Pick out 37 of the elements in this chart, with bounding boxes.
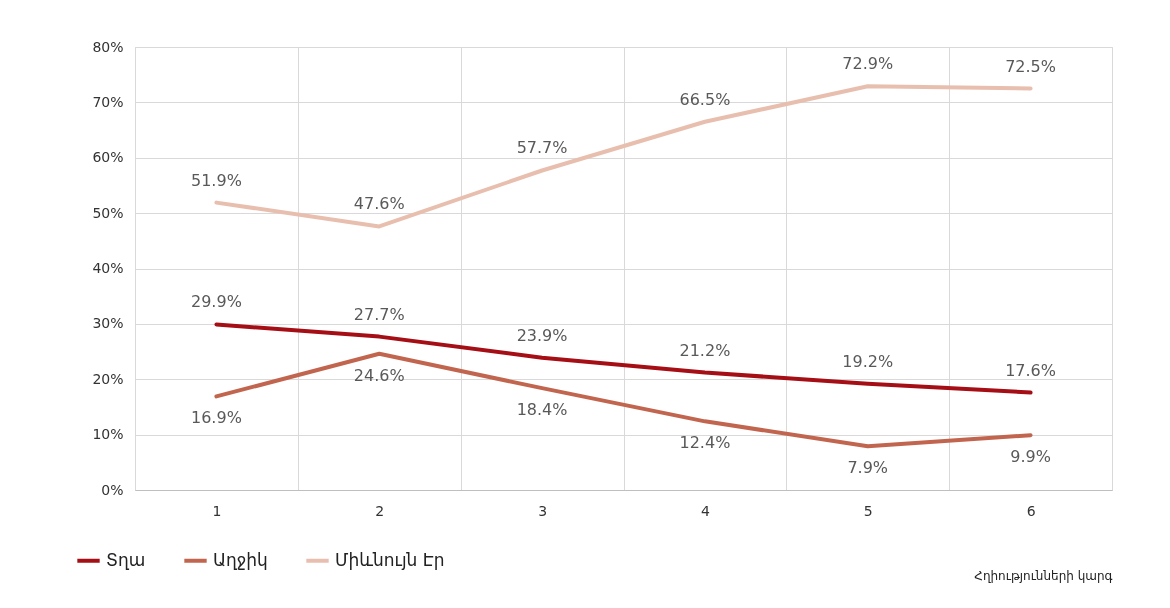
data-label: 72.9% — [842, 54, 894, 74]
data-label: 19.2% — [842, 351, 894, 371]
data-label: 16.9% — [191, 408, 242, 428]
y-tick-label: 70% — [92, 93, 124, 110]
data-label: 9.9% — [1010, 447, 1051, 467]
x-tick-label: 2 — [375, 502, 385, 519]
y-tick-label: 30% — [92, 315, 124, 332]
y-tick-label: 10% — [92, 426, 124, 443]
data-label: 47.6% — [353, 194, 405, 214]
x-tick-label: 6 — [1026, 502, 1036, 519]
y-tick-label: 50% — [92, 204, 124, 221]
data-label: 29.9% — [191, 292, 242, 312]
y-tick-label: 40% — [92, 260, 124, 276]
data-label: 27.7% — [353, 304, 405, 324]
x-tick-label: 3 — [538, 502, 548, 519]
y-tick-label: 60% — [92, 149, 124, 166]
data-label: 17.6% — [1005, 360, 1056, 380]
x-axis-title: Հղիությունների կարգ — [974, 568, 1113, 583]
data-label: 12.4% — [679, 433, 731, 453]
legend-label: Տղա — [106, 549, 146, 570]
y-tick-label: 80% — [92, 38, 124, 55]
data-label: 24.6% — [353, 365, 405, 385]
data-label: 51.9% — [191, 170, 242, 190]
data-label: 57.7% — [516, 138, 568, 158]
data-label: 23.9% — [516, 325, 568, 345]
x-tick-label: 4 — [700, 502, 710, 519]
legend-label: Աղջիկ — [213, 549, 268, 570]
data-label: 7.9% — [847, 458, 889, 478]
x-tick-label: 5 — [863, 502, 873, 519]
y-tick-label: 20% — [92, 370, 124, 387]
x-tick-label: 1 — [212, 502, 222, 519]
data-label: 72.5% — [1005, 56, 1056, 76]
data-label: 66.5% — [679, 89, 731, 109]
legend-label: Միևնույն Էր — [335, 549, 445, 570]
data-label: 18.4% — [516, 400, 568, 420]
y-tick-label: 0% — [101, 481, 124, 498]
data-label: 21.2% — [679, 340, 731, 360]
